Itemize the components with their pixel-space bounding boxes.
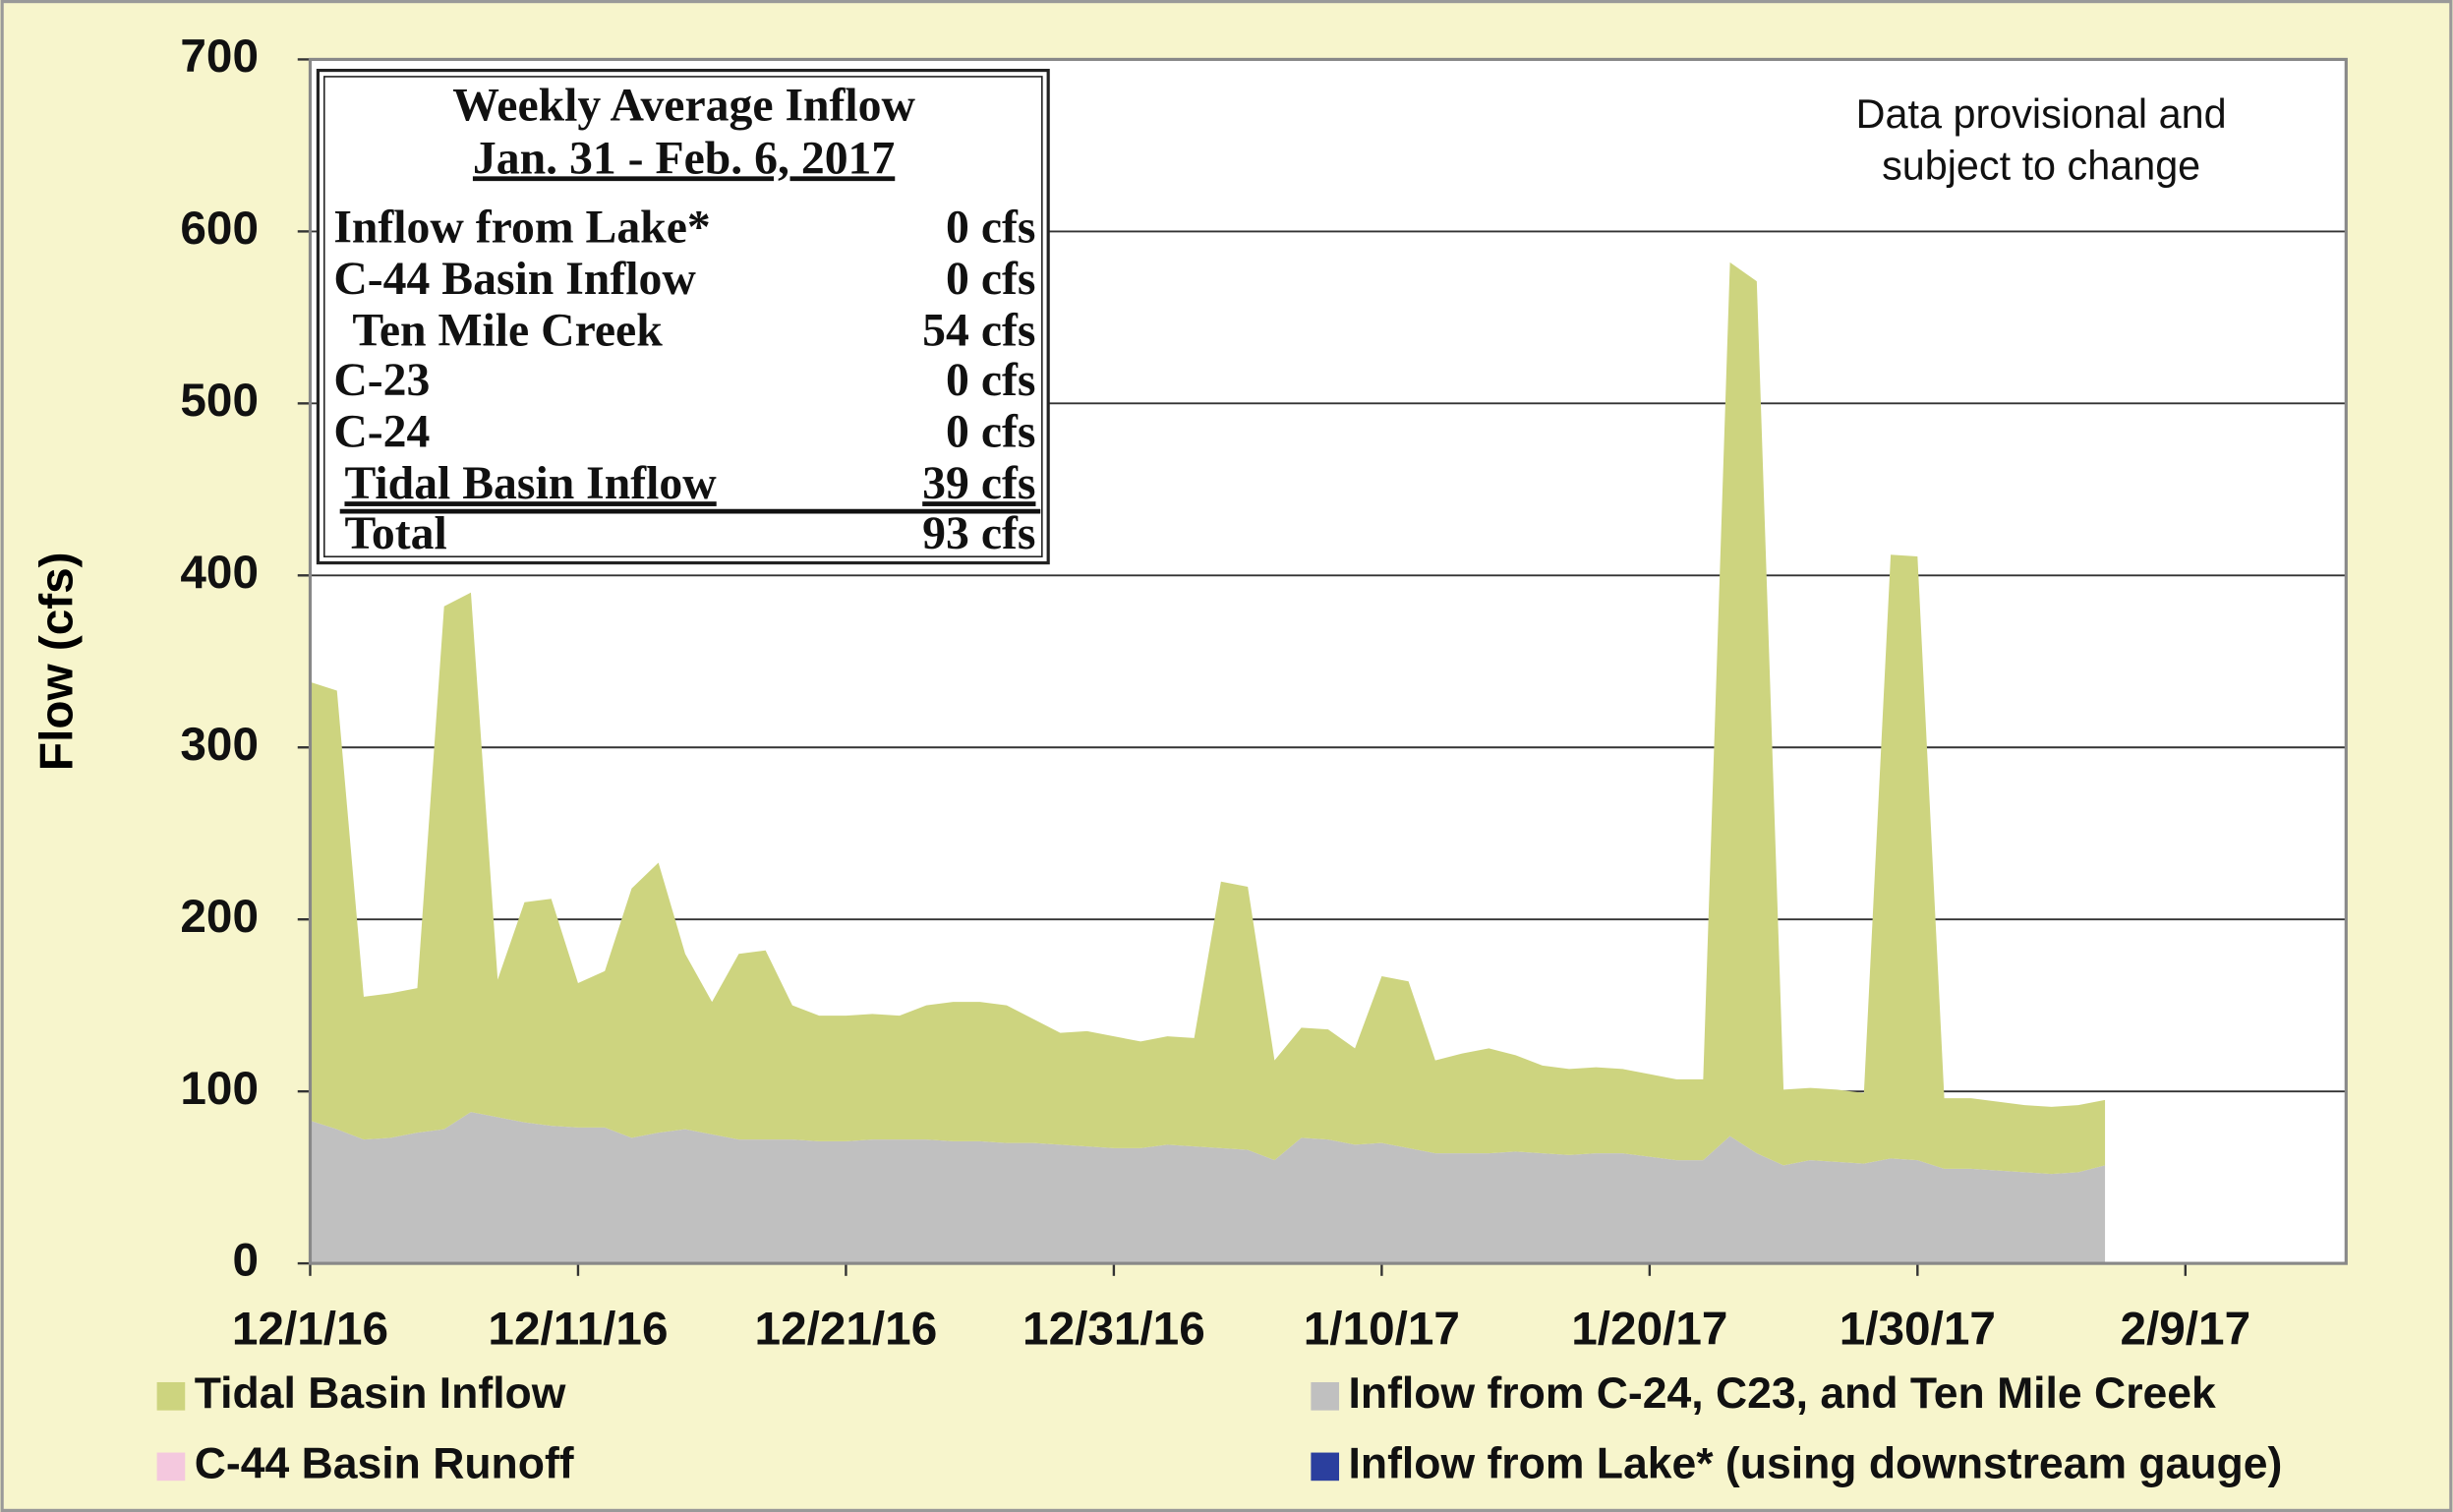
x-tick-label: 12/21/16 bbox=[755, 1304, 938, 1356]
inset-value: 0 cfs bbox=[946, 406, 1035, 458]
inset-value: 93 cfs bbox=[922, 507, 1035, 559]
inset-subtitle: Jan. 31 - Feb. 6, 2017 bbox=[473, 132, 895, 184]
areas bbox=[310, 262, 2106, 1264]
legend-label: Inflow from C-24, C23, and Ten Mile Cree… bbox=[1349, 1369, 2216, 1418]
inset-frame bbox=[322, 76, 1043, 558]
inset-label: C-44 Basin Inflow bbox=[333, 253, 696, 305]
annotation: subject to change bbox=[1882, 144, 2200, 189]
area bbox=[310, 262, 2106, 1175]
inset-label: C-24 bbox=[333, 406, 430, 458]
inset-box: Weekly Average Inflow Jan. 31 - Feb. 6, … bbox=[316, 68, 1050, 565]
y-tick-label: 500 bbox=[180, 375, 259, 427]
legend-swatch bbox=[1311, 1381, 1340, 1411]
y-tick-label: 400 bbox=[180, 547, 259, 599]
inset-label: Inflow from Lake* bbox=[333, 201, 710, 253]
inset-title: Weekly Average Inflow bbox=[452, 79, 915, 131]
y-tick-label: 700 bbox=[180, 30, 259, 83]
x-tick-label: 1/20/17 bbox=[1571, 1304, 1727, 1356]
inset-value: 0 cfs bbox=[946, 253, 1035, 305]
x-tick-label: 12/31/16 bbox=[1022, 1304, 1205, 1356]
x-tick-label: 1/10/17 bbox=[1304, 1304, 1460, 1356]
legend-label: C-44 Basin Runoff bbox=[195, 1440, 574, 1488]
legend: Tidal Basin Inflow Inflow from C-24, C23,… bbox=[156, 1369, 2283, 1488]
y-tick-label: 300 bbox=[180, 719, 259, 771]
inset-frame bbox=[316, 68, 1050, 565]
legend-label: Tidal Basin Inflow bbox=[195, 1369, 566, 1418]
inset-label: Total bbox=[344, 507, 446, 559]
y-tick-label: 600 bbox=[180, 203, 259, 255]
legend-swatch bbox=[156, 1381, 186, 1411]
inset-value: 39 cfs bbox=[922, 457, 1035, 509]
inset-label: Tidal Basin Inflow bbox=[344, 457, 717, 509]
x-tick-label: 12/11/16 bbox=[488, 1304, 668, 1356]
x-tick-label: 12/1/16 bbox=[232, 1304, 388, 1356]
legend-swatch bbox=[156, 1452, 186, 1482]
inset-label: Ten Mile Creek bbox=[352, 304, 663, 356]
area bbox=[310, 1112, 2106, 1264]
y-axis-title: Flow (cfs) bbox=[31, 552, 84, 771]
y-tick-label: 100 bbox=[180, 1063, 259, 1115]
inset-value: 54 cfs bbox=[922, 304, 1035, 356]
annotation: Data provisional and bbox=[1856, 91, 2227, 137]
inset-value: 0 cfs bbox=[946, 354, 1035, 406]
legend-label: Inflow from Lake* (using downstream gaug… bbox=[1349, 1440, 2283, 1488]
y-tick-label: 200 bbox=[180, 891, 259, 943]
plot-frame bbox=[308, 57, 2348, 1265]
y-tick-label: 0 bbox=[232, 1235, 259, 1287]
x-tick-label: 2/9/17 bbox=[2120, 1304, 2250, 1356]
legend-swatch bbox=[1311, 1452, 1340, 1482]
inset-label: C-23 bbox=[333, 354, 430, 406]
inset-value: 0 cfs bbox=[946, 201, 1035, 253]
x-tick-label: 1/30/17 bbox=[1840, 1304, 1996, 1356]
